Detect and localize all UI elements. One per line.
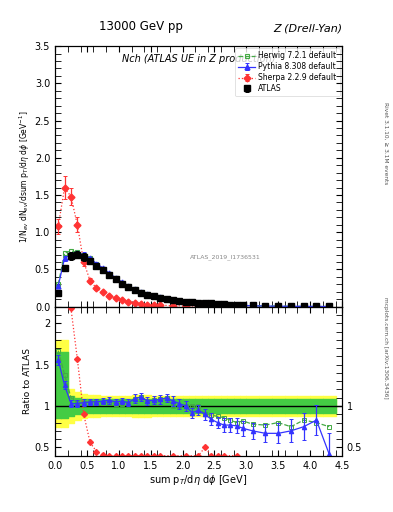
Y-axis label: 1/N$_{ev}$ dN$_{ev}$/dsum p$_T$/d$\eta$ d$\phi$ [GeV$^{-1}$]: 1/N$_{ev}$ dN$_{ev}$/dsum p$_T$/d$\eta$ … <box>17 110 32 243</box>
Text: Z (Drell-Yan): Z (Drell-Yan) <box>273 23 342 33</box>
Text: ATLAS_2019_I1736531: ATLAS_2019_I1736531 <box>190 254 261 260</box>
Text: Rivet 3.1.10, ≥ 3.1M events: Rivet 3.1.10, ≥ 3.1M events <box>383 102 388 184</box>
Herwig 7.2.1 default <box>119 280 124 286</box>
Herwig 7.2.1 default <box>276 303 281 309</box>
Herwig 7.2.1 default <box>234 302 239 308</box>
Herwig 7.2.1 default <box>56 281 61 287</box>
Herwig 7.2.1 default <box>145 291 150 297</box>
Herwig 7.2.1 default <box>94 261 99 267</box>
Herwig 7.2.1 default <box>151 292 156 298</box>
Herwig 7.2.1 default <box>88 255 92 262</box>
Herwig 7.2.1 default <box>209 301 213 307</box>
Herwig 7.2.1 default <box>288 303 293 309</box>
Herwig 7.2.1 default <box>301 303 306 309</box>
Herwig 7.2.1 default <box>196 300 201 306</box>
Herwig 7.2.1 default <box>177 297 182 304</box>
Line: Herwig 7.2.1 default: Herwig 7.2.1 default <box>56 248 332 309</box>
Herwig 7.2.1 default <box>132 286 137 292</box>
Herwig 7.2.1 default <box>184 298 188 305</box>
Herwig 7.2.1 default <box>222 302 226 308</box>
Herwig 7.2.1 default <box>228 302 233 308</box>
Herwig 7.2.1 default <box>171 297 175 303</box>
Herwig 7.2.1 default <box>190 299 195 305</box>
Herwig 7.2.1 default <box>263 303 268 309</box>
Herwig 7.2.1 default <box>327 304 332 310</box>
Herwig 7.2.1 default <box>75 249 80 255</box>
Herwig 7.2.1 default <box>250 303 255 309</box>
Herwig 7.2.1 default <box>164 295 169 302</box>
Herwig 7.2.1 default <box>202 301 207 307</box>
Herwig 7.2.1 default <box>81 251 86 258</box>
Herwig 7.2.1 default <box>113 275 118 282</box>
Herwig 7.2.1 default <box>62 250 67 256</box>
Text: mcplots.cern.ch [arXiv:1306.3436]: mcplots.cern.ch [arXiv:1306.3436] <box>383 297 388 399</box>
X-axis label: sum p$_T$/d$\eta$ d$\phi$ [GeV]: sum p$_T$/d$\eta$ d$\phi$ [GeV] <box>149 473 248 487</box>
Herwig 7.2.1 default <box>69 248 73 254</box>
Herwig 7.2.1 default <box>126 283 131 289</box>
Herwig 7.2.1 default <box>158 294 163 300</box>
Herwig 7.2.1 default <box>139 289 143 295</box>
Text: 13000 GeV pp: 13000 GeV pp <box>99 20 183 33</box>
Herwig 7.2.1 default <box>215 301 220 307</box>
Herwig 7.2.1 default <box>241 302 246 308</box>
Text: Nch (ATLAS UE in Z production): Nch (ATLAS UE in Z production) <box>122 54 275 64</box>
Legend: Herwig 7.2.1 default, Pythia 8.308 default, Sherpa 2.2.9 default, ATLAS: Herwig 7.2.1 default, Pythia 8.308 defau… <box>235 48 340 96</box>
Y-axis label: Ratio to ATLAS: Ratio to ATLAS <box>23 348 32 414</box>
Herwig 7.2.1 default <box>101 266 105 272</box>
Herwig 7.2.1 default <box>107 271 112 277</box>
Herwig 7.2.1 default <box>314 304 319 310</box>
